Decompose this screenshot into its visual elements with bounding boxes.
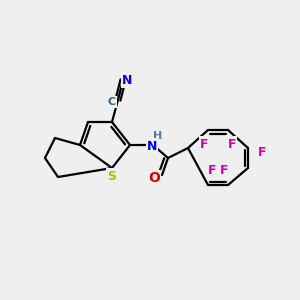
Text: F: F xyxy=(200,137,208,151)
Text: N: N xyxy=(147,140,157,152)
Text: N: N xyxy=(122,74,132,86)
Text: O: O xyxy=(148,171,160,185)
Text: C: C xyxy=(108,97,116,107)
Text: F: F xyxy=(220,164,228,178)
Text: F: F xyxy=(228,137,236,151)
Text: F: F xyxy=(208,164,216,178)
Text: S: S xyxy=(107,169,116,182)
Text: H: H xyxy=(153,131,163,141)
Text: F: F xyxy=(258,146,266,158)
